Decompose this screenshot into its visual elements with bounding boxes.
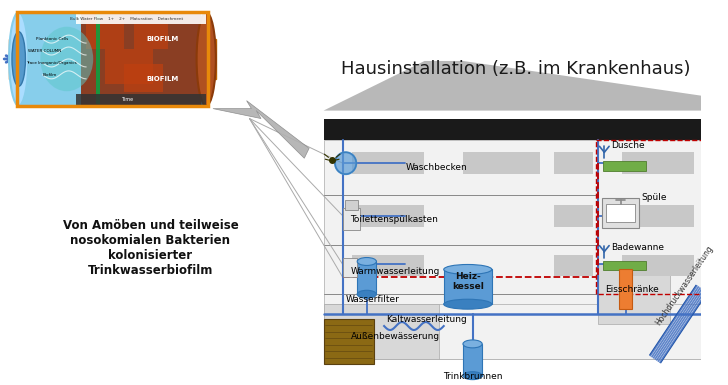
Bar <box>554 205 593 227</box>
Bar <box>343 208 360 230</box>
Polygon shape <box>213 100 309 158</box>
Ellipse shape <box>197 12 215 105</box>
Bar <box>357 261 376 294</box>
Text: Waschbecken: Waschbecken <box>405 163 467 172</box>
Text: Planktonic Cells: Planktonic Cells <box>36 37 68 41</box>
Text: Von Amöben und teilweise
nosokomialen Bakterien
kolonisierter
Trinkwasserbiofilm: Von Amöben und teilweise nosokomialen Ba… <box>63 219 238 276</box>
Text: Wasserfilter: Wasserfilter <box>346 295 400 304</box>
Bar <box>598 264 670 324</box>
Polygon shape <box>604 161 646 171</box>
Text: Trinkbrunnen: Trinkbrunnen <box>443 372 502 381</box>
Text: Warmwasserleitung: Warmwasserleitung <box>350 267 440 276</box>
Bar <box>9 39 23 79</box>
Text: Dusche: Dusche <box>611 141 645 150</box>
Polygon shape <box>604 261 646 270</box>
Bar <box>343 258 357 277</box>
Bar <box>352 205 424 227</box>
Ellipse shape <box>9 12 28 105</box>
Bar <box>106 49 154 84</box>
Ellipse shape <box>357 290 376 298</box>
Bar <box>463 152 540 174</box>
Bar <box>202 39 215 79</box>
Ellipse shape <box>335 152 356 174</box>
Bar <box>554 152 593 174</box>
Ellipse shape <box>444 299 492 309</box>
Bar <box>554 254 593 276</box>
Bar <box>86 19 124 49</box>
Bar <box>95 14 100 104</box>
Text: Badewanne: Badewanne <box>611 243 664 252</box>
Ellipse shape <box>12 32 25 86</box>
Bar <box>352 254 424 276</box>
Text: WATER COLUMN: WATER COLUMN <box>28 49 62 53</box>
Text: BIOFILM: BIOFILM <box>147 76 179 82</box>
Text: Bulk Water Flow    1+    2+    Maturation    Detachment: Bulk Water Flow 1+ 2+ Maturation Detachm… <box>71 17 183 21</box>
Ellipse shape <box>444 264 492 275</box>
Bar <box>344 200 358 210</box>
Text: Biofilm: Biofilm <box>43 73 57 77</box>
Ellipse shape <box>463 372 482 380</box>
Bar <box>444 270 492 304</box>
Text: Trace Inorganic/Organics: Trace Inorganic/Organics <box>26 61 77 65</box>
Text: Hochdruckwasserleitung: Hochdruckwasserleitung <box>654 244 715 327</box>
Bar <box>323 319 373 364</box>
Text: Außenbewässerung: Außenbewässerung <box>350 333 440 341</box>
Polygon shape <box>323 61 702 110</box>
Bar <box>17 12 208 105</box>
Text: BIOFILM: BIOFILM <box>147 36 179 42</box>
Bar <box>622 254 694 276</box>
Bar <box>323 304 439 359</box>
Bar <box>602 198 639 228</box>
Bar <box>323 119 702 141</box>
Ellipse shape <box>357 258 376 266</box>
Bar <box>622 152 694 174</box>
Ellipse shape <box>40 27 93 91</box>
Bar <box>352 152 424 174</box>
Bar <box>619 270 632 309</box>
Bar <box>596 141 703 294</box>
Bar <box>622 205 694 227</box>
Text: Spüle: Spüle <box>642 193 668 203</box>
Bar <box>463 344 482 376</box>
Bar <box>323 304 702 359</box>
Text: Heiz-
kessel: Heiz- kessel <box>452 272 483 291</box>
Ellipse shape <box>463 340 482 348</box>
Bar <box>76 12 206 24</box>
Text: Time: Time <box>121 97 133 102</box>
Bar <box>323 141 702 359</box>
Bar <box>606 204 635 222</box>
Text: Kaltwasserleitung: Kaltwasserleitung <box>386 315 467 323</box>
Bar <box>76 94 206 105</box>
Text: Toilettenspülkasten: Toilettenspülkasten <box>350 215 438 224</box>
Text: Hausinstallation (z.B. im Krankenhaus): Hausinstallation (z.B. im Krankenhaus) <box>341 60 691 78</box>
Text: Eisschränke: Eisschränke <box>605 285 659 294</box>
Bar <box>124 64 163 92</box>
Bar <box>17 12 208 105</box>
Bar <box>82 12 202 105</box>
Bar <box>134 24 167 49</box>
